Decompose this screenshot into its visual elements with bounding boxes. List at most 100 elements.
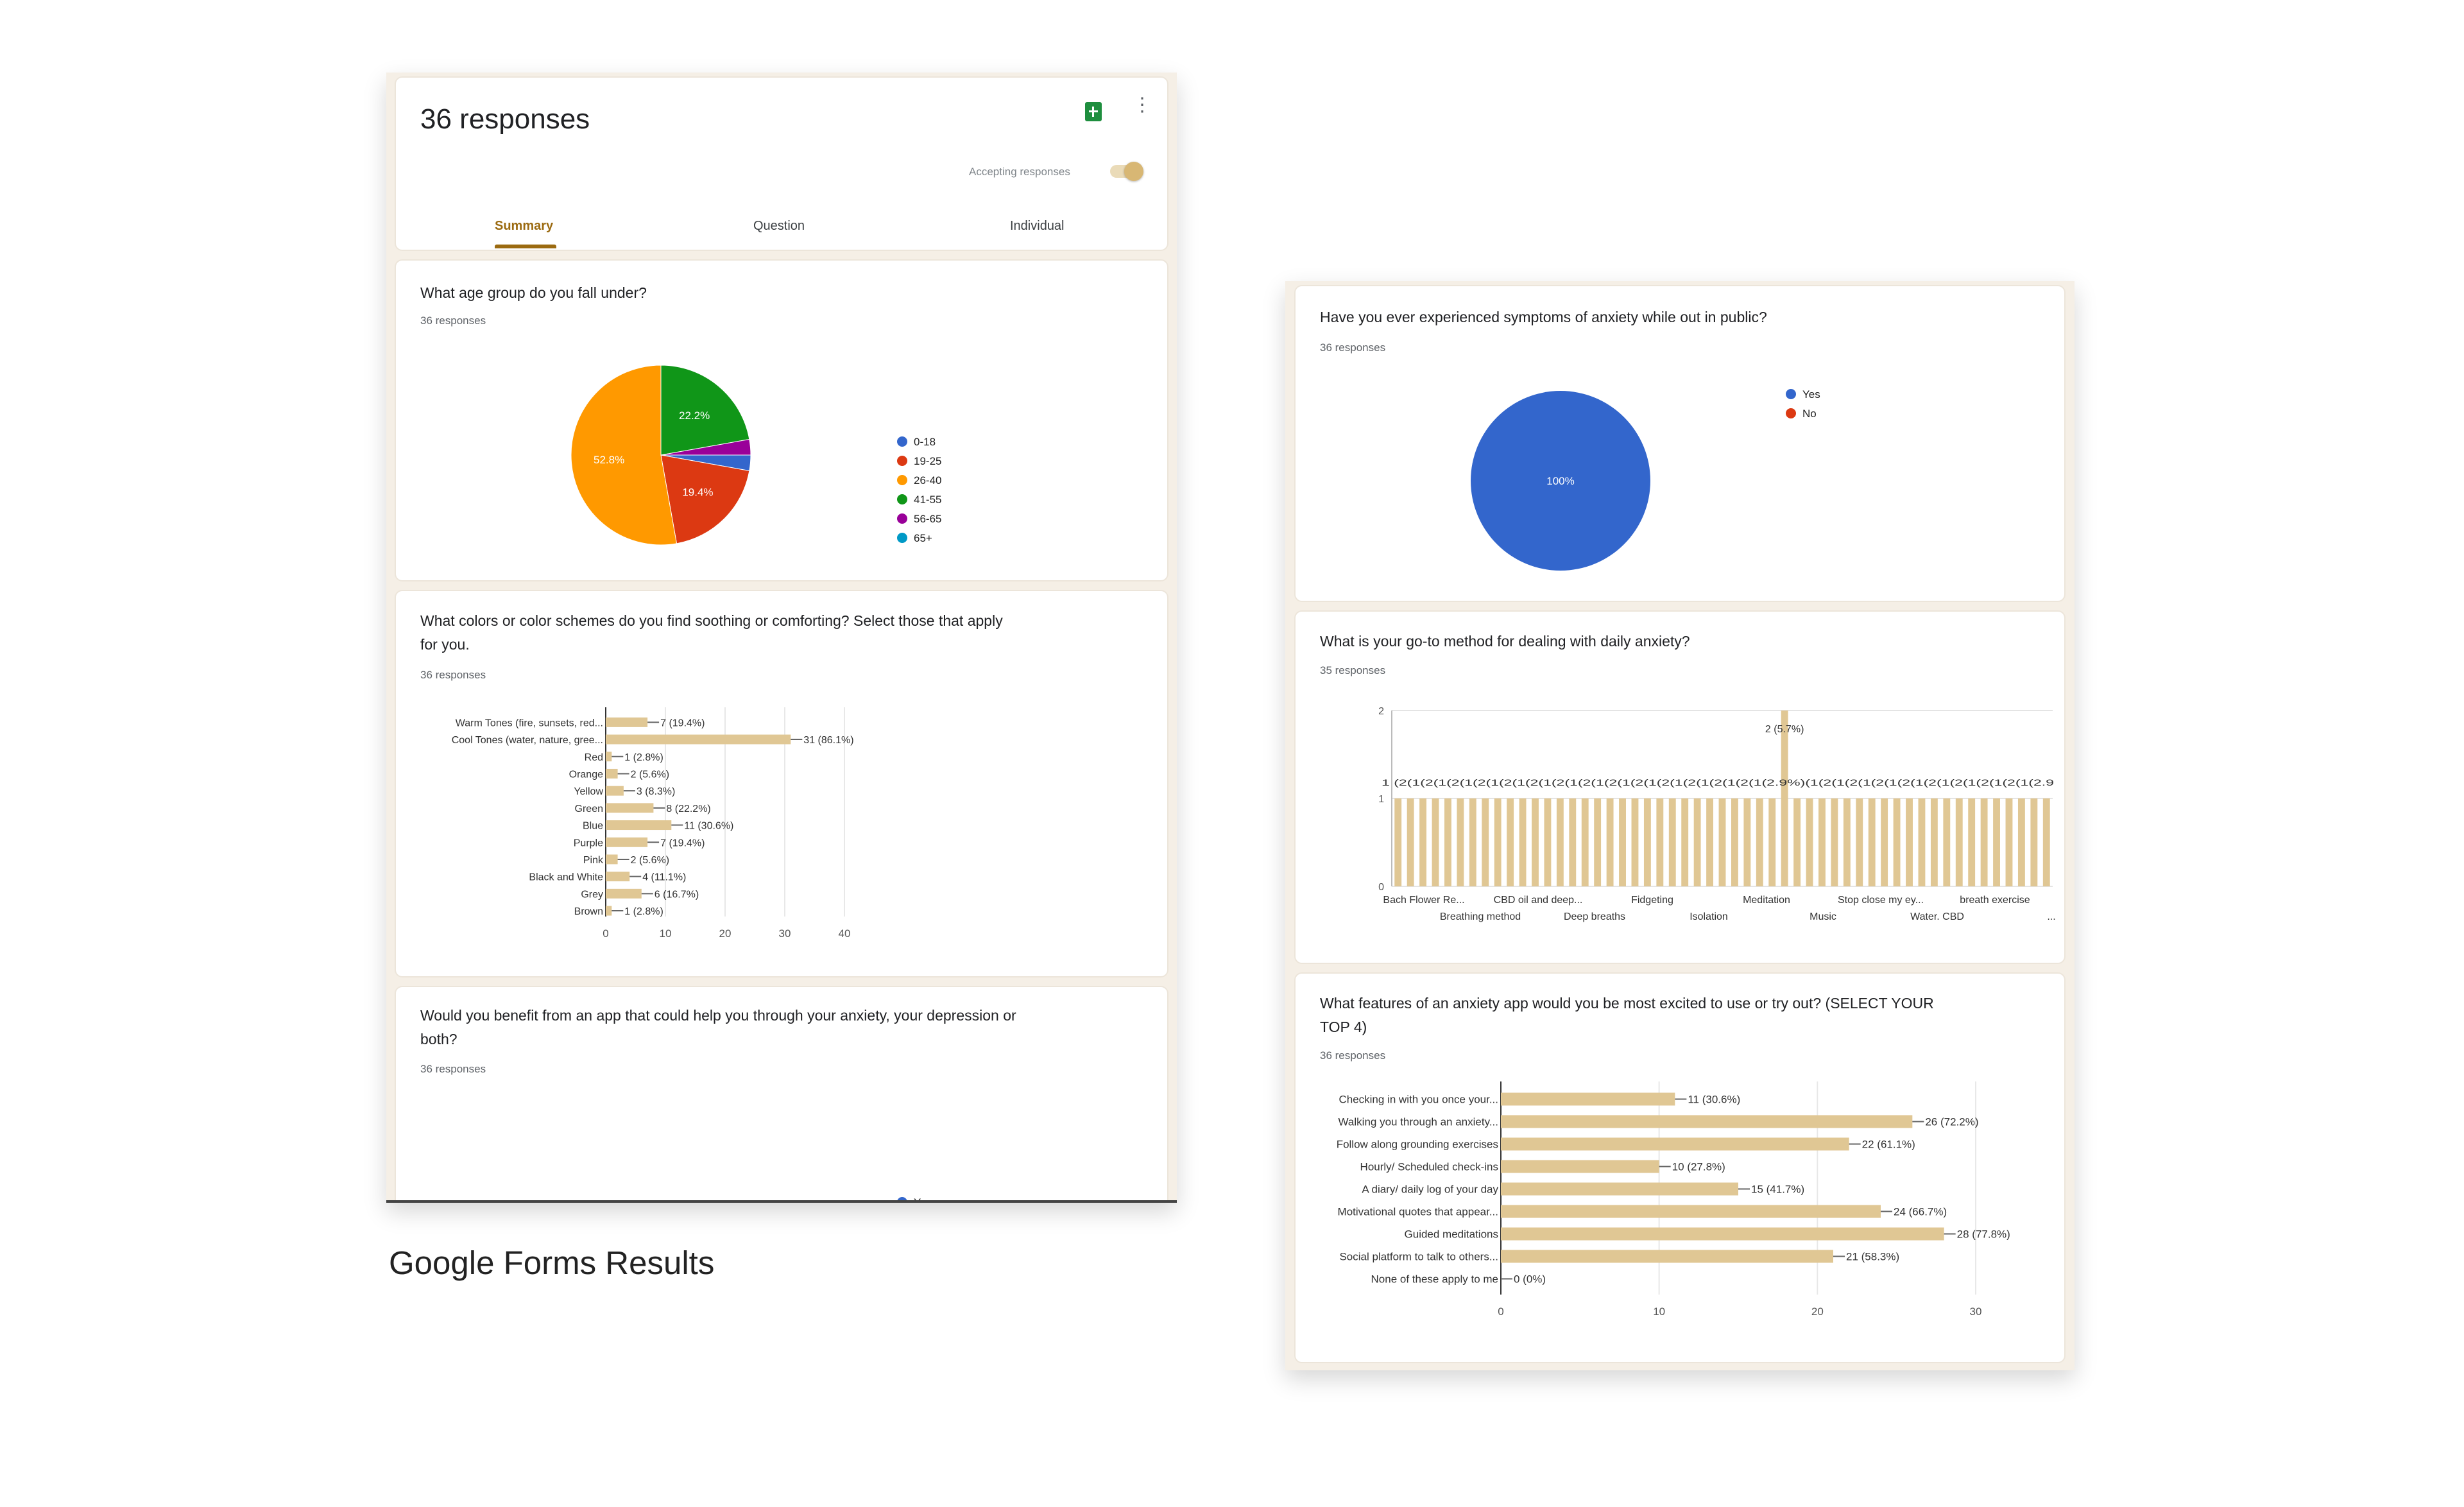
bar [606, 837, 648, 847]
bar [1918, 798, 1926, 886]
data-label: 7 (19.4%) [660, 838, 705, 848]
question-title-line-2: TOP 4) [1320, 1019, 1367, 1035]
data-label: 10 (27.8%) [1672, 1161, 1725, 1173]
category-label: Brown [574, 906, 603, 917]
bar [606, 872, 630, 882]
bar [1501, 1182, 1738, 1196]
tab-question[interactable]: Question [753, 219, 805, 233]
bar [1432, 798, 1439, 886]
bar [2017, 798, 2025, 886]
response-count: 35 responses [1320, 664, 1386, 676]
question-title-line-1: Would you benefit from an app that could… [420, 1007, 1016, 1024]
colors-bar-chart: 0 10 20 30 40 Warm Tones (fire, sunsets, red.… [452, 707, 854, 940]
category-label: A diary/ daily log of your day [1362, 1184, 1498, 1196]
bar [1993, 798, 2000, 886]
response-count-title: 36 responses [420, 103, 590, 135]
bar [606, 854, 618, 865]
public-anxiety-pie-chart: 100% Yes No [1471, 388, 1820, 571]
data-label: 1 (2.8%) [624, 906, 663, 917]
bar [606, 906, 612, 916]
category-label: Orange [569, 769, 603, 780]
bar [1980, 798, 1988, 886]
category-label: Blue [583, 821, 603, 832]
category-label: Purple [574, 838, 603, 848]
bar [1781, 710, 1788, 886]
bar [606, 768, 618, 779]
more-vert-icon[interactable]: ⋮ [1133, 94, 1152, 116]
bar [1643, 798, 1651, 886]
bar [1482, 798, 1489, 886]
bar [1793, 798, 1801, 886]
x-category-label: ... [2047, 911, 2055, 922]
response-count: 36 responses [1320, 341, 1386, 354]
pie-slice-label: 22.2% [679, 409, 710, 422]
legend-label: Yes [914, 1196, 932, 1203]
bar [1501, 1205, 1881, 1218]
pie-slice-label: 19.4% [682, 486, 713, 498]
bar [1718, 798, 1726, 886]
data-label: 24 (66.7%) [1894, 1206, 1947, 1218]
bar [1930, 798, 1938, 886]
legend-marker-65+ [897, 533, 907, 543]
legend-label: 19-25 [914, 455, 941, 467]
right-results-panel: Have you ever experienced symptoms of an… [1285, 281, 2075, 1370]
bar [1594, 798, 1602, 886]
sheets-icon[interactable] [1085, 102, 1102, 121]
tab-individual[interactable]: Individual [1010, 219, 1065, 233]
legend-marker-41-55 [897, 494, 907, 504]
category-label: Social platform to talk to others... [1339, 1251, 1498, 1263]
bar [606, 888, 642, 899]
data-label: 8 (22.2%) [666, 804, 710, 814]
bar [1731, 798, 1738, 886]
accepting-responses-toggle[interactable] [1110, 162, 1143, 181]
x-tick-label: 30 [779, 927, 791, 940]
question-title: What is your go-to method for dealing wi… [1320, 633, 1690, 650]
bar [2005, 798, 2013, 886]
question-title: Have you ever experienced symptoms of an… [1320, 309, 1767, 325]
tab-summary-indicator [495, 245, 556, 248]
bar [1906, 798, 1913, 886]
pie-slice-56-65 [660, 438, 751, 456]
category-label: Hourly/ Scheduled check-ins [1360, 1161, 1498, 1173]
bar [1943, 798, 1951, 886]
bar [1806, 798, 1813, 886]
data-label: 21 (58.3%) [1846, 1251, 1899, 1263]
x-category-label: Deep breaths [1564, 911, 1625, 922]
response-count: 36 responses [1320, 1049, 1386, 1062]
x-tick-label: 10 [660, 927, 672, 940]
category-label: Grey [581, 889, 603, 900]
data-label: 31 (86.1%) [803, 735, 853, 746]
data-label: 3 (8.3%) [637, 786, 675, 797]
x-tick-label: 20 [719, 927, 732, 940]
question-card-app-features: What features of an anxiety app would yo… [1294, 972, 2066, 1363]
bar [606, 752, 612, 762]
response-count: 36 responses [420, 1063, 486, 1075]
data-label: 7 (19.4%) [660, 718, 705, 728]
question-title-line-2: for you. [420, 636, 470, 653]
bar [1469, 798, 1476, 886]
x-category-label: Stop close my ey... [1838, 895, 1924, 906]
x-tick-label: 0 [603, 927, 608, 940]
summary-header-card: 36 responses ⋮ Accepting responses Summa… [395, 76, 1168, 251]
app-features-bar-chart: 0 10 20 30 Checking in with you once your...… [1337, 1081, 2010, 1318]
x-tick-label: 40 [839, 927, 851, 940]
bar [1868, 798, 1876, 886]
bar [606, 820, 672, 831]
x-category-label: Meditation [1743, 895, 1790, 906]
bar [606, 803, 654, 813]
peak-data-label: 2 (5.7%) [1765, 724, 1804, 735]
bar [1394, 798, 1402, 886]
bar [1968, 798, 1976, 886]
x-tick-label: 30 [1970, 1305, 1982, 1318]
bar [1831, 798, 1838, 886]
response-count: 36 responses [420, 669, 486, 681]
bar [1668, 798, 1676, 886]
tab-summary[interactable]: Summary [495, 219, 554, 233]
question-title: What age group do you fall under? [420, 284, 647, 301]
bar [1494, 798, 1502, 886]
bar [2042, 798, 2050, 886]
bar [1501, 1160, 1659, 1173]
left-results-panel: 36 responses ⋮ Accepting responses Summa… [386, 73, 1177, 1203]
bar [2030, 798, 2038, 886]
data-label: 2 (5.6%) [631, 855, 669, 866]
